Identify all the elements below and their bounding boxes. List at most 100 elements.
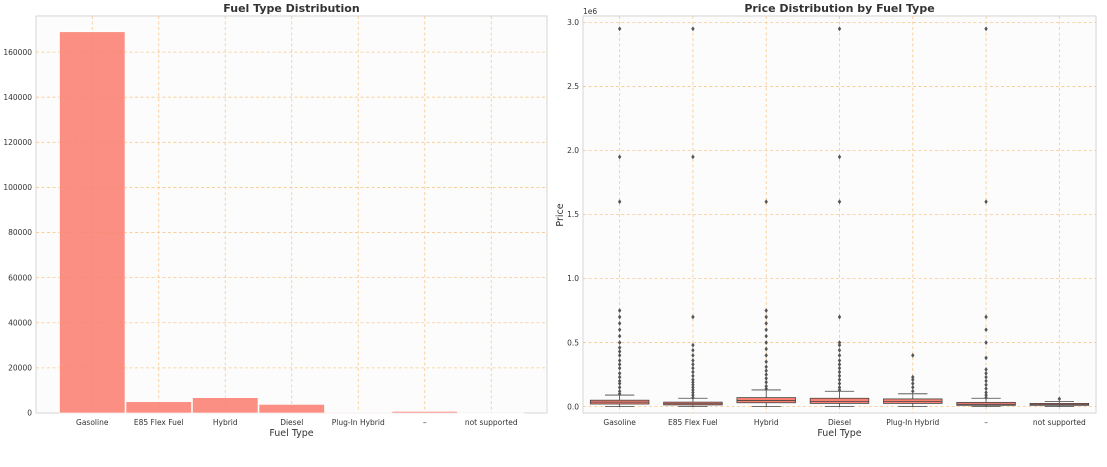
chart2-outlier bbox=[837, 314, 842, 320]
chart2-outlier bbox=[837, 361, 842, 367]
chart2-outlier bbox=[764, 364, 768, 370]
chart2-boxes bbox=[589, 26, 1090, 407]
chart2-outlier bbox=[691, 392, 695, 398]
chart2-outlier bbox=[617, 378, 622, 384]
chart2-outlier bbox=[911, 384, 915, 390]
chart2-outlier bbox=[691, 352, 695, 358]
chart1-y-tick-label: 160000 bbox=[3, 48, 32, 57]
chart2-x-tick-label: Plug-In Hybrid bbox=[886, 418, 939, 427]
chart2-outlier bbox=[617, 349, 622, 354]
chart1-y-tick-label: 100000 bbox=[3, 183, 32, 192]
chart1-bar-0 bbox=[59, 31, 126, 414]
chart2-outlier bbox=[837, 377, 842, 383]
chart2-y-tick-label: 2.0 bbox=[567, 146, 579, 155]
chart2-outlier bbox=[837, 26, 842, 32]
chart1-y-tick-label: 20000 bbox=[8, 364, 32, 373]
chart1-x-ticks: Gasoline E85 Flex Fuel Hybrid Diesel Plug-In… bbox=[76, 418, 518, 427]
chart2-outlier bbox=[617, 384, 622, 390]
chart2-outlier bbox=[764, 372, 768, 377]
chart2-outlier bbox=[837, 387, 842, 393]
chart2-x-tick-label: Hybrid bbox=[754, 418, 779, 427]
chart1-y-tick-label: 140000 bbox=[3, 93, 32, 102]
chart2-title: Price Distribution by Fuel Type bbox=[744, 2, 934, 15]
chart2-outlier bbox=[984, 314, 988, 320]
chart2-outlier bbox=[617, 361, 622, 367]
chart2-outlier bbox=[691, 377, 695, 383]
chart2-outlier bbox=[764, 359, 768, 365]
chart2-outlier bbox=[691, 369, 695, 375]
price-distribution-chart: 0.0 0.5 1.0 1.5 2.0 2.5 3.0 Gasoline E85 Flex F… bbox=[555, 2, 1097, 439]
chart2-outlier bbox=[984, 367, 988, 372]
chart2-outlier bbox=[617, 333, 622, 339]
chart2-box-group-4 bbox=[883, 352, 943, 407]
chart2-outlier bbox=[764, 327, 768, 333]
chart2-outlier bbox=[691, 384, 695, 390]
chart2-y-tick-label: 1.5 bbox=[567, 210, 579, 219]
chart2-outlier bbox=[617, 388, 622, 394]
chart2-outlier bbox=[837, 199, 842, 205]
chart1-bar-4 bbox=[325, 412, 392, 414]
chart2-outlier bbox=[984, 370, 988, 376]
chart2-outlier bbox=[764, 352, 768, 358]
chart2-outlier bbox=[911, 381, 915, 386]
chart2-outlier bbox=[911, 377, 915, 383]
chart2-outlier bbox=[837, 384, 842, 390]
chart2-y-axis-label: Price bbox=[555, 203, 566, 226]
chart2-outlier bbox=[691, 395, 695, 401]
chart1-bar-5 bbox=[391, 411, 458, 414]
chart2-y-tick-label: 2.5 bbox=[567, 82, 579, 91]
chart2-outlier bbox=[837, 352, 842, 358]
chart2-outlier bbox=[764, 199, 768, 205]
chart1-y-tick-label: 0 bbox=[27, 409, 32, 418]
chart2-outlier bbox=[617, 199, 622, 205]
chart2-outlier bbox=[617, 358, 622, 363]
chart1-x-tick-label: Plug-In Hybrid bbox=[332, 418, 385, 427]
chart1-x-tick-label: Hybrid bbox=[213, 418, 238, 427]
chart2-box-group-3 bbox=[809, 26, 870, 407]
chart2-outlier bbox=[691, 382, 695, 388]
chart2-outlier bbox=[617, 365, 622, 371]
chart2-outlier bbox=[617, 374, 622, 380]
chart2-outlier bbox=[764, 308, 768, 313]
chart2-outlier bbox=[764, 376, 768, 381]
chart2-outlier bbox=[837, 154, 842, 160]
chart2-outlier bbox=[984, 382, 988, 388]
chart2-x-axis-label: Fuel Type bbox=[817, 428, 861, 439]
chart2-outlier bbox=[1057, 396, 1062, 402]
chart2-outlier bbox=[984, 392, 988, 398]
chart2-x-tick-label: Gasoline bbox=[603, 418, 636, 427]
chart2-outlier bbox=[984, 355, 988, 361]
chart2-outlier bbox=[764, 314, 768, 320]
chart2-outlier bbox=[837, 365, 842, 371]
chart2-scale-label: 1e6 bbox=[583, 7, 597, 16]
chart2-outlier bbox=[617, 381, 622, 386]
chart2-outlier bbox=[691, 379, 695, 385]
chart2-outlier bbox=[617, 391, 622, 397]
chart1-y-ticks: 0 20000 40000 60000 80000 100000 120000 140000 1… bbox=[3, 48, 32, 418]
chart2-outlier bbox=[617, 370, 622, 376]
chart2-outlier bbox=[984, 26, 988, 32]
chart1-bar-1 bbox=[125, 401, 192, 414]
chart2-box-group-0 bbox=[589, 26, 650, 407]
chart2-x-tick-label: – bbox=[984, 418, 988, 427]
chart2-outlier bbox=[764, 346, 768, 352]
chart2-x-tick-label: E85 Flex Fuel bbox=[668, 418, 718, 427]
chart1-y-tick-label: 120000 bbox=[3, 138, 32, 147]
chart2-outlier bbox=[984, 374, 988, 380]
chart2-outlier bbox=[984, 378, 988, 384]
chart2-outlier bbox=[691, 26, 695, 32]
chart2-outlier bbox=[764, 320, 768, 326]
chart2-outlier bbox=[617, 327, 622, 333]
chart2-outlier bbox=[617, 340, 622, 345]
chart1-x-tick-label: E85 Flex Fuel bbox=[134, 418, 184, 427]
chart2-outlier bbox=[837, 373, 842, 379]
chart1-x-tick-label: – bbox=[423, 418, 427, 427]
chart1-bar-6 bbox=[458, 412, 525, 414]
chart1-y-tick-label: 40000 bbox=[8, 318, 32, 327]
chart1-x-axis-label: Fuel Type bbox=[269, 428, 313, 439]
chart2-outlier bbox=[911, 352, 915, 358]
chart2-outlier bbox=[764, 368, 768, 374]
chart1-y-tick-label: 80000 bbox=[8, 228, 32, 237]
chart2-outlier bbox=[984, 386, 988, 392]
